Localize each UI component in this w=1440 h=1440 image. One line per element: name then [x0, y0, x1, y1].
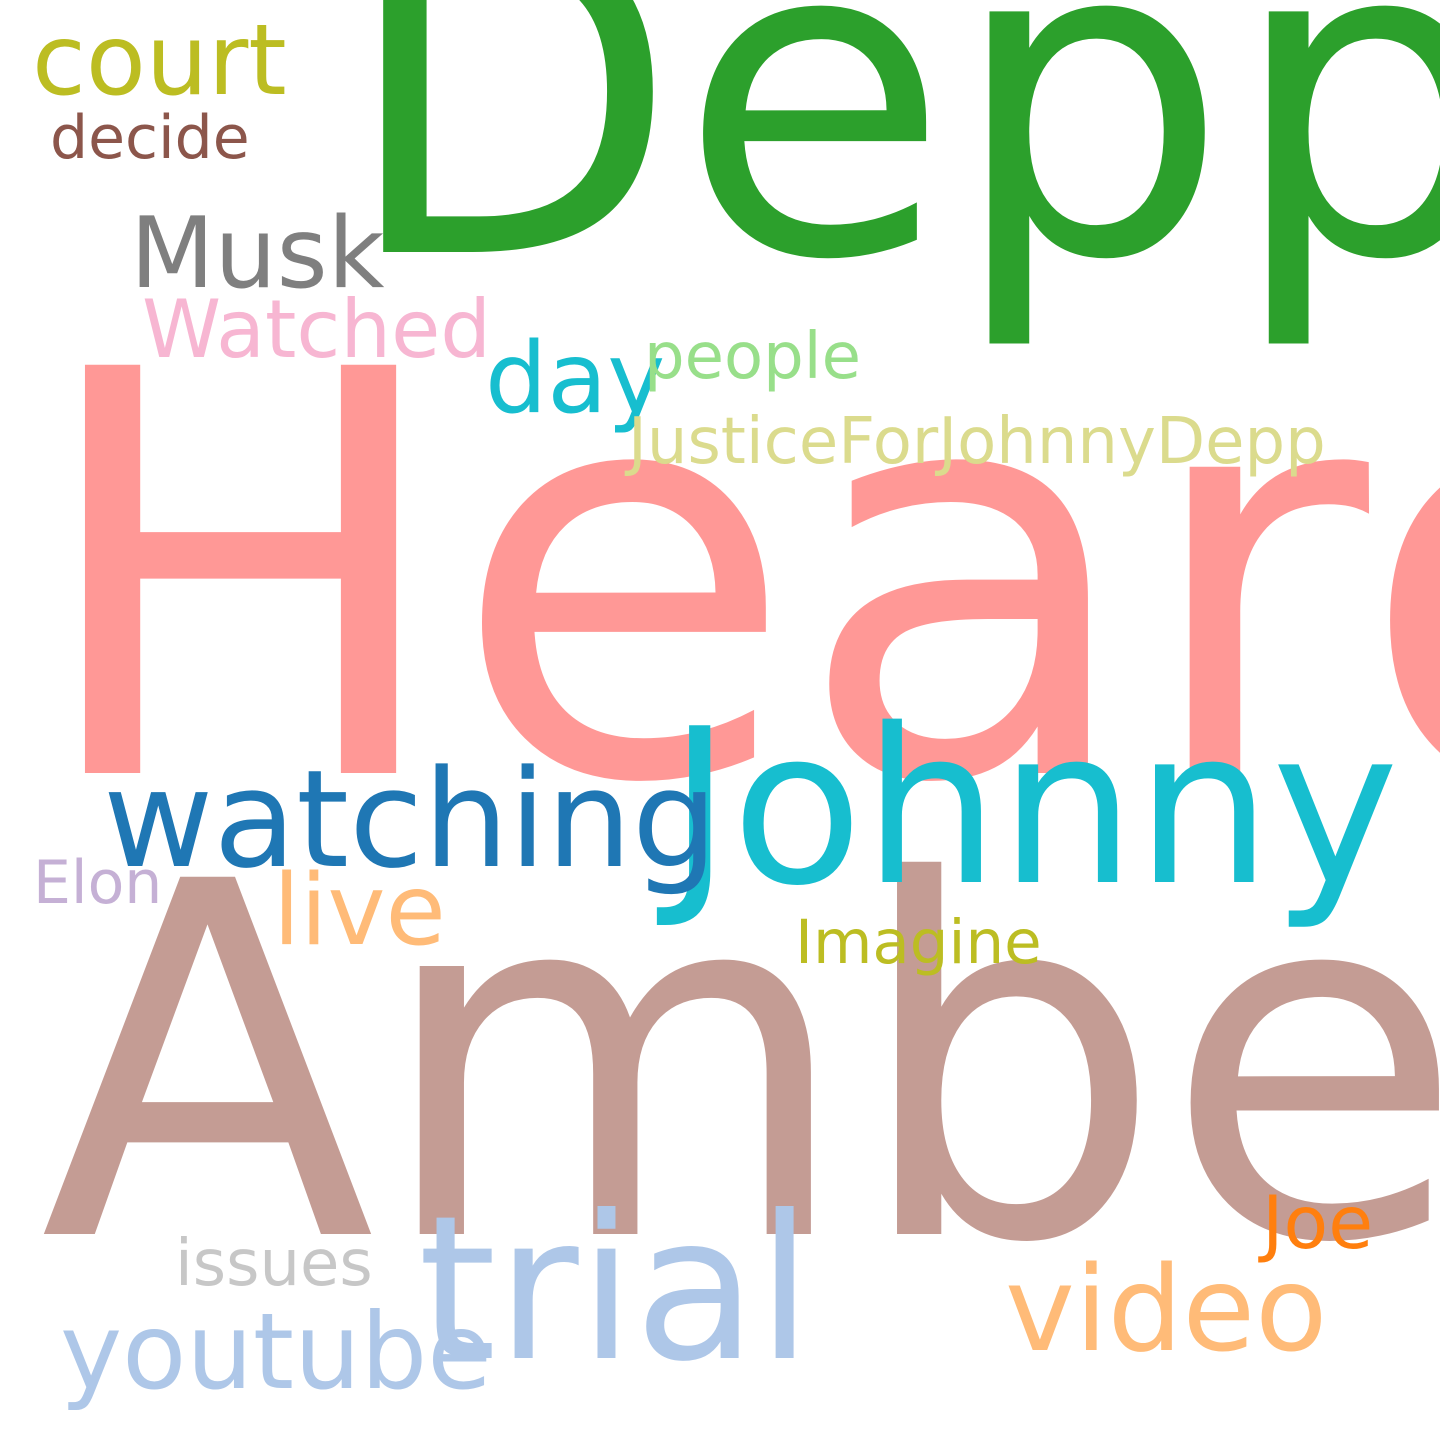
word-amber: Amber: [40, 779, 1440, 1350]
word-trial: trial: [418, 1173, 813, 1406]
word-depp: Depp: [340, 0, 1440, 356]
word-johnny: Johnny: [668, 682, 1399, 933]
word-day: day: [485, 322, 666, 436]
word-musk: Musk: [130, 197, 385, 311]
word-live: live: [273, 854, 446, 968]
word-decide: decide: [50, 103, 250, 173]
word-people: people: [644, 320, 861, 394]
word-elon: Elon: [33, 848, 163, 918]
word-watched: Watched: [142, 283, 492, 376]
word-youtube: youtube: [60, 1291, 492, 1413]
word-heard: Heard: [30, 254, 1440, 906]
word-watching: watching: [103, 741, 718, 898]
word-justice-for-johnny-depp: JusticeForJohnnyDepp: [628, 405, 1326, 479]
word-joe: Joe: [1262, 1181, 1374, 1266]
word-issues: issues: [175, 1227, 373, 1301]
word-court: court: [32, 4, 287, 118]
word-video: video: [1005, 1240, 1328, 1378]
word-imagine: Imagine: [795, 907, 1042, 978]
